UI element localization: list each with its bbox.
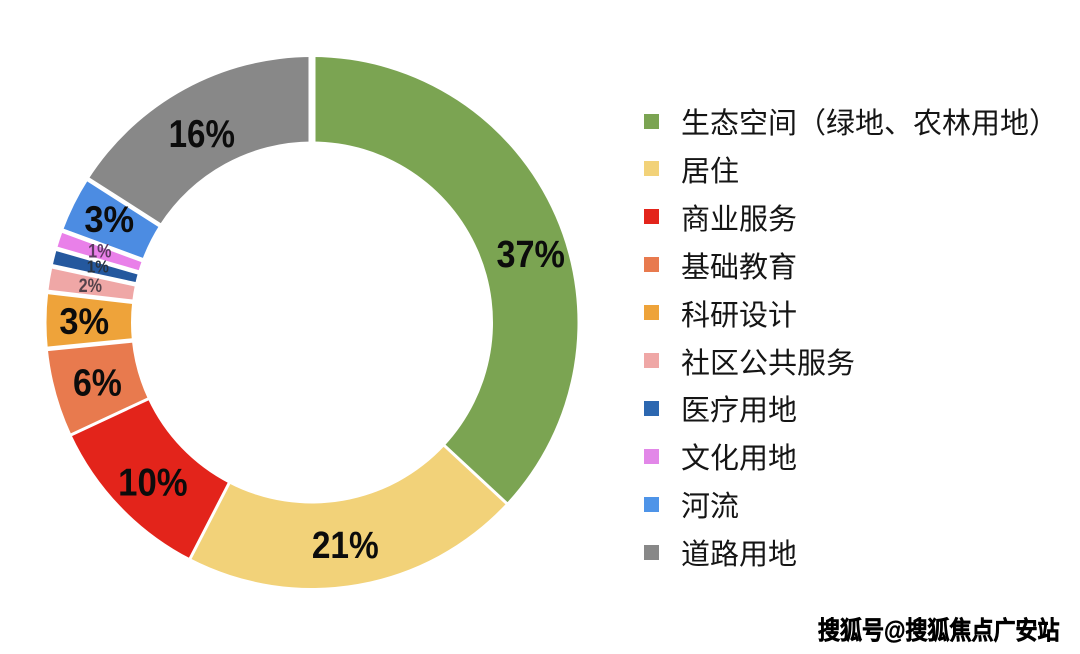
svg-text:10%: 10% [118,461,187,504]
svg-text:1%: 1% [88,240,112,262]
svg-text:3%: 3% [84,199,134,240]
svg-text:1%: 1% [87,257,109,277]
svg-text:3%: 3% [59,301,109,342]
svg-text:6%: 6% [73,361,122,404]
svg-text:37%: 37% [496,232,564,275]
svg-text:2%: 2% [79,275,103,297]
svg-text:16%: 16% [169,112,235,156]
svg-text:21%: 21% [312,524,379,566]
